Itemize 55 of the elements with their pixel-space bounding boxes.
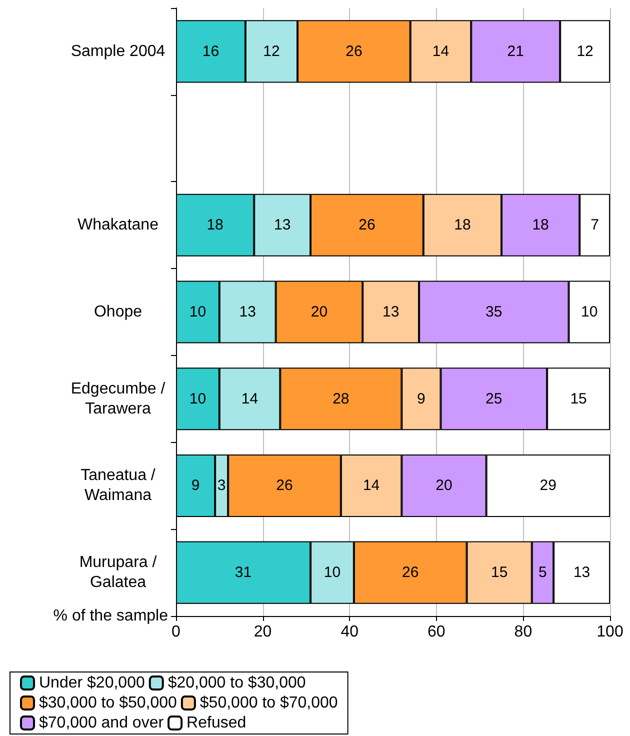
data-label: 15	[570, 390, 587, 408]
data-label: 20	[310, 304, 328, 320]
x-tick-label: 60	[428, 624, 446, 640]
data-label: 14	[241, 390, 258, 408]
y-tick-label: Sample 2004	[70, 42, 166, 60]
data-label: 9	[191, 477, 200, 494]
data-label: 10	[581, 304, 598, 320]
data-label: 5	[538, 564, 547, 582]
legend-label: Refused	[186, 714, 246, 732]
x-tick-label: 40	[340, 624, 359, 640]
data-label: 14	[362, 477, 380, 494]
data-label: 29	[540, 477, 556, 494]
legend-label: $70,000 and over	[39, 714, 164, 732]
y-tick-label: Edgecumbe / Tarawera	[70, 380, 166, 418]
data-label: 13	[239, 304, 256, 320]
data-label: 26	[402, 564, 419, 582]
data-label: 7	[590, 216, 599, 234]
legend-label: Under $20,000	[39, 674, 145, 692]
data-label: 12	[576, 42, 594, 60]
data-label: 28	[332, 390, 350, 408]
data-label: 25	[486, 390, 502, 408]
data-label: 15	[490, 564, 508, 582]
data-label: 26	[358, 216, 376, 234]
x-tick-label: 100	[596, 624, 624, 640]
y-tick-label: Ohope	[94, 304, 142, 320]
legend-label: $20,000 to $30,000	[168, 674, 306, 692]
data-label: 13	[274, 216, 291, 234]
x-tick-label: 80	[514, 624, 532, 640]
data-label: 21	[507, 42, 524, 60]
data-label: 13	[573, 564, 590, 582]
data-label: 18	[532, 216, 549, 234]
data-label: 13	[382, 304, 400, 320]
data-label: 26	[276, 477, 293, 494]
data-label: 31	[234, 564, 252, 582]
y-tick-label: Murupara / Galatea	[79, 554, 158, 592]
y-tick-label: Whakatane	[78, 216, 159, 234]
data-label: 10	[324, 564, 341, 582]
legend-label: $50,000 to $70,000	[200, 694, 338, 712]
data-label: 10	[189, 304, 206, 320]
data-label: 26	[346, 42, 362, 60]
data-label: 12	[263, 42, 280, 60]
x-tick-label: 20	[254, 624, 272, 640]
x-tick-label: 0	[172, 624, 181, 640]
legend-label: $30,000 to $50,000	[39, 694, 178, 712]
data-label: 18	[454, 216, 471, 234]
data-label: 16	[202, 42, 220, 60]
x-axis-title: % of the sample	[53, 608, 168, 624]
data-label: 20	[436, 477, 452, 494]
data-label: 9	[417, 390, 426, 408]
data-label: 14	[432, 42, 450, 60]
data-label: 3	[217, 477, 226, 494]
data-label: 35	[486, 304, 502, 320]
y-tick-label: Taneatua / Waimana	[80, 467, 156, 504]
data-label: 18	[206, 216, 224, 234]
data-label: 10	[189, 390, 206, 408]
